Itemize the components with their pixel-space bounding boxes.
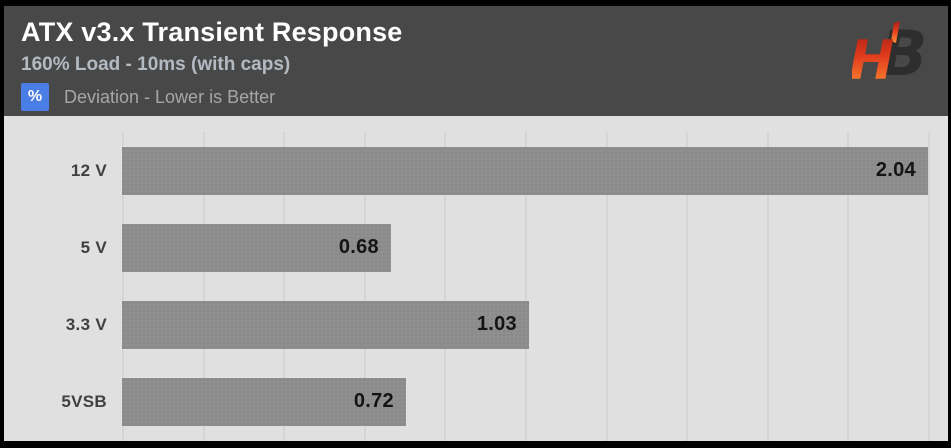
bar-track: 0.72: [122, 377, 948, 426]
bar: 0.72: [122, 377, 406, 426]
gridline: [525, 132, 527, 441]
chart-header: ATX v3.x Transient Response 160% Load - …: [4, 6, 948, 116]
bar-row: 5 V 0.68: [4, 209, 948, 286]
bar: 2.04: [122, 146, 928, 195]
logo-letter-h: H: [852, 29, 894, 91]
bar: 0.68: [122, 223, 391, 272]
bar-row: 12 V 2.04: [4, 132, 948, 209]
chart-subtitle: 160% Load - 10ms (with caps): [21, 54, 291, 75]
percent-unit-badge: %: [21, 83, 49, 111]
gridline: [847, 132, 849, 441]
bar-track: 1.03: [122, 300, 948, 349]
gridline: [364, 132, 366, 441]
bar-value-label: 2.04: [875, 159, 916, 181]
chart-title: ATX v3.x Transient Response: [21, 17, 403, 47]
gridline-container: [122, 132, 948, 441]
category-label: 5 V: [80, 237, 107, 257]
gridline: [928, 132, 930, 441]
gridline: [606, 132, 608, 441]
legend-note: Deviation - Lower is Better: [64, 86, 276, 107]
category-label: 5VSB: [61, 391, 107, 411]
bar-rows: 12 V 2.04 5 V 0.68 3.3 V 1.03 5VSB 0.72: [4, 116, 948, 440]
bar-row: 5VSB 0.72: [4, 363, 948, 440]
bar-track: 2.04: [122, 146, 948, 195]
gridline: [444, 132, 446, 441]
bar-track: 0.68: [122, 223, 948, 272]
gridline: [686, 132, 688, 441]
bar-row: 3.3 V 1.03: [4, 286, 948, 363]
category-label: 3.3 V: [65, 314, 107, 334]
bar-value-label: 0.72: [353, 390, 394, 412]
logo-letter-b: B: [880, 17, 927, 90]
bar: 1.03: [122, 300, 529, 349]
hardware-busters-logo: B H: [852, 17, 927, 91]
gridline: [283, 132, 285, 441]
gridline: [122, 132, 124, 441]
category-label: 12 V: [70, 160, 107, 180]
bar-value-label: 0.68: [338, 236, 379, 258]
bar-value-label: 1.03: [476, 313, 517, 335]
legend-row: % Deviation - Lower is Better: [21, 83, 948, 111]
gridline: [767, 132, 769, 441]
gridline: [203, 132, 205, 441]
bar-chart-plot-area: 12 V 2.04 5 V 0.68 3.3 V 1.03 5VSB 0.72: [4, 116, 948, 441]
logo-slash: [891, 21, 900, 43]
